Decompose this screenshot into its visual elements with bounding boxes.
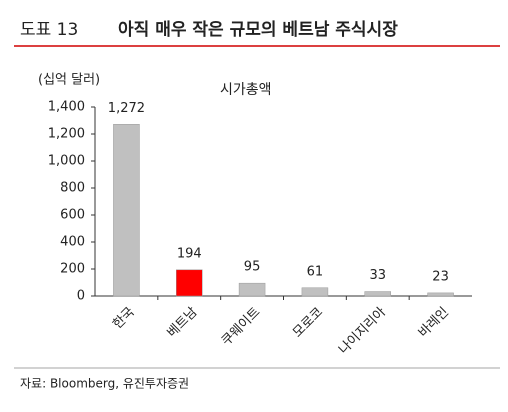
x-tick-label: 모로코 (290, 305, 326, 341)
bar (238, 282, 266, 297)
x-tick-label: 바레인 (416, 305, 452, 341)
value-label: 95 (244, 260, 261, 275)
bar (364, 291, 391, 297)
label-box (18, 16, 86, 42)
source: 자료: Bloomberg, 유진투자증권 (20, 377, 189, 391)
y-tick-label: 800 (60, 181, 85, 196)
x-tick-label: 나이지리아 (336, 305, 389, 358)
value-label: 33 (369, 268, 386, 283)
x-tick-label: 한국 (110, 305, 138, 333)
bar (427, 292, 454, 297)
y-tick-label: 1,000 (48, 154, 85, 169)
y-tick-label: 600 (60, 208, 85, 223)
x-tick-label: 베트남 (165, 305, 201, 341)
value-label: 61 (307, 264, 324, 279)
value-label: 194 (177, 246, 202, 261)
y-tick-label: 0 (77, 289, 85, 304)
y-tick-label: 400 (60, 235, 85, 250)
figure-label: 도표 13 (20, 20, 78, 40)
bar (301, 287, 329, 297)
y-tick-label: 200 (60, 262, 85, 277)
page-title: 아직 매우 작은 규모의 베트남 주식시장 (118, 20, 398, 40)
bar (176, 269, 203, 297)
bar (113, 124, 140, 297)
x-tick-label: 쿠웨이트 (219, 305, 263, 349)
chart-title: 시가총액 (220, 82, 272, 98)
y-unit: (십억 달러) (38, 73, 100, 88)
value-label: 23 (432, 269, 449, 284)
y-tick-label: 1,200 (48, 127, 85, 142)
value-label: 1,272 (108, 101, 145, 116)
y-tick-label: 1,400 (48, 100, 85, 115)
